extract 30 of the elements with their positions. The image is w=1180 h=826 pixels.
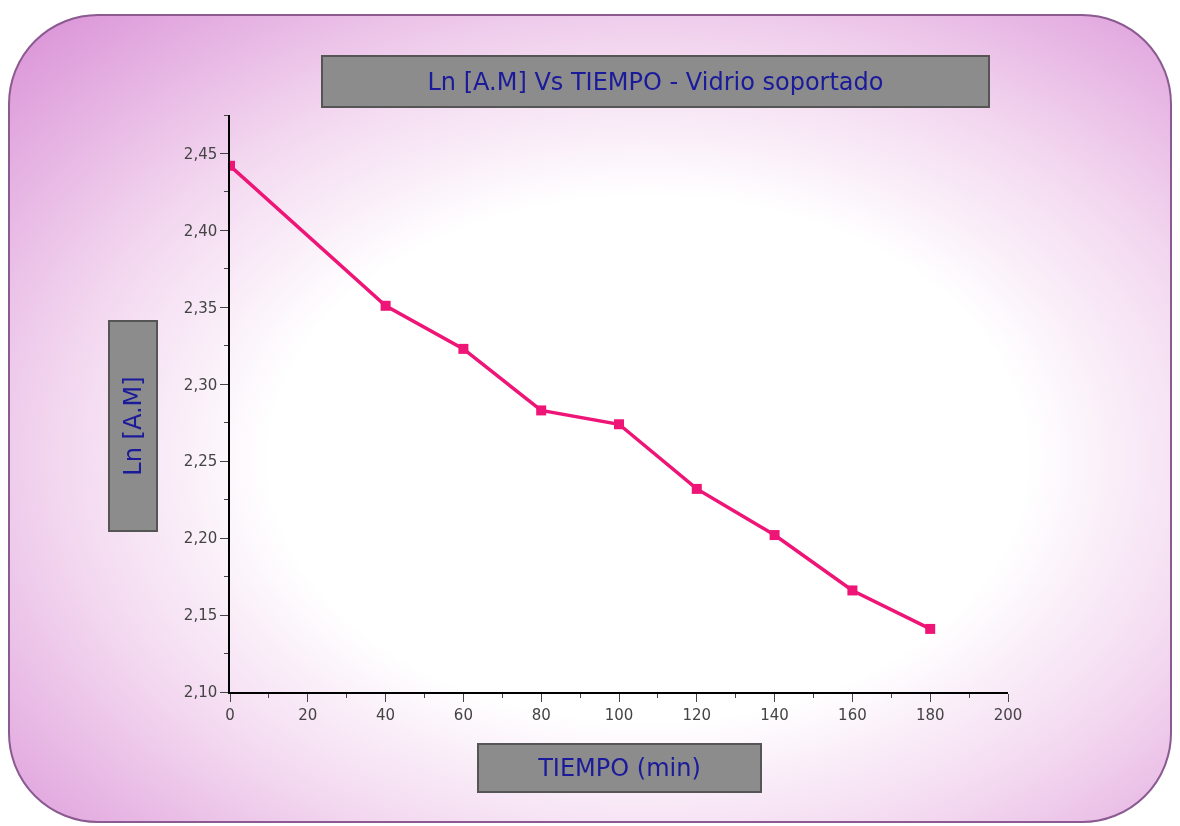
y-tick-label: 2,15 xyxy=(183,606,218,625)
point xyxy=(691,483,702,494)
chart-title: Ln [A.M] Vs TIEMPO - Vidrio soportado xyxy=(321,55,990,108)
x-tick-label: 40 xyxy=(376,705,396,724)
x-tick-label: 80 xyxy=(531,705,551,724)
y-tick-label: 2,35 xyxy=(183,298,218,317)
point xyxy=(614,419,624,430)
y-tick-label: 2,30 xyxy=(183,375,218,394)
x-axis-title: TIEMPO (min) xyxy=(477,743,762,793)
x-tick-label: 120 xyxy=(682,705,712,724)
y-tick-label: 2,40 xyxy=(183,221,218,240)
point xyxy=(458,343,469,354)
x-tick-label: 180 xyxy=(915,705,945,724)
y-tick-label: 2,20 xyxy=(183,529,218,548)
y-axis-title: Ln [A.M] xyxy=(119,376,147,476)
x-tick-label: 0 xyxy=(225,705,235,724)
point xyxy=(925,623,936,634)
x-tick-label: 20 xyxy=(298,705,318,724)
point xyxy=(847,585,858,596)
point xyxy=(769,530,780,541)
x-tick-label: 100 xyxy=(604,705,634,724)
point xyxy=(536,405,547,416)
x-tick-label: 140 xyxy=(760,705,789,724)
y-tick-label: 2,10 xyxy=(183,683,218,702)
y-tick-label: 2,45 xyxy=(183,144,218,163)
x-tick-label: 60 xyxy=(453,705,473,724)
y-tick-label: 2,25 xyxy=(183,452,218,471)
x-tick-label: 160 xyxy=(838,705,867,724)
x-tick-label: 200 xyxy=(993,705,1023,724)
point xyxy=(380,300,391,311)
